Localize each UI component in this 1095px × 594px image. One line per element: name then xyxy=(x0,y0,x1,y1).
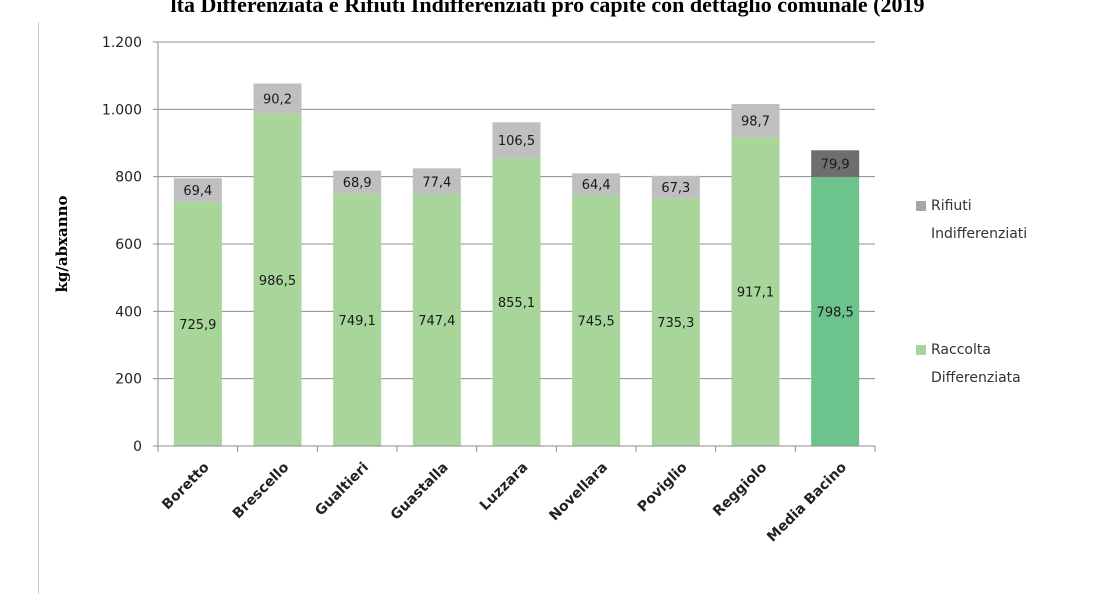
y-tick-label: 400 xyxy=(115,304,142,320)
bar-raccolta-differenziata xyxy=(492,158,541,446)
data-label-indifferenziati: 64,4 xyxy=(582,178,611,193)
data-label-differenziata: 917,1 xyxy=(737,286,774,301)
bar-raccolta-differenziata xyxy=(731,137,780,447)
x-tick-label: Reggiolo xyxy=(710,459,770,519)
y-tick-label: 0 xyxy=(133,439,142,455)
x-tick-label: Novellara xyxy=(546,460,611,525)
data-label-indifferenziati: 69,4 xyxy=(183,184,212,199)
bar-raccolta-differenziata xyxy=(572,195,621,446)
bar-rifiuti-indifferenziati xyxy=(412,168,461,195)
legend-label: Indifferenziati xyxy=(931,226,1027,242)
data-label-differenziata: 747,4 xyxy=(418,314,455,329)
data-label-indifferenziati: 90,2 xyxy=(263,93,292,108)
legend-swatch xyxy=(916,345,926,355)
legend-label: Raccolta xyxy=(931,342,991,358)
x-tick-label: Guastalla xyxy=(388,460,452,524)
bar-rifiuti-indifferenziati xyxy=(173,178,222,202)
y-tick-label: 800 xyxy=(115,170,142,186)
data-label-differenziata: 855,1 xyxy=(498,296,535,311)
data-label-indifferenziati: 67,3 xyxy=(661,181,690,196)
data-label-indifferenziati: 68,9 xyxy=(343,176,372,191)
bar-raccolta-differenziata xyxy=(651,198,700,446)
legend-label: Rifiuti xyxy=(931,198,972,214)
bar-rifiuti-indifferenziati xyxy=(811,150,860,178)
bar-rifiuti-indifferenziati xyxy=(333,170,382,194)
bar-raccolta-differenziata xyxy=(253,113,302,447)
chart-title: lta Differenziata e Rifiuti Indifferenzi… xyxy=(170,0,925,17)
data-label-indifferenziati: 79,9 xyxy=(821,158,850,173)
x-tick-label: Luzzara xyxy=(477,460,531,514)
legend-swatch xyxy=(916,201,926,211)
y-tick-label: 1.200 xyxy=(102,35,142,51)
chart-frame xyxy=(38,22,1095,594)
x-tick-label: Gualtieri xyxy=(312,460,372,520)
bar-rifiuti-indifferenziati xyxy=(651,175,700,199)
y-tick-label: 200 xyxy=(115,372,142,388)
data-label-differenziata: 798,5 xyxy=(817,306,854,321)
bar-rifiuti-indifferenziati xyxy=(253,83,302,114)
data-label-indifferenziati: 77,4 xyxy=(422,175,451,190)
x-tick-label: Brescello xyxy=(230,459,293,522)
bar-raccolta-differenziata xyxy=(173,201,222,446)
bar-rifiuti-indifferenziati xyxy=(492,122,541,159)
data-label-differenziata: 749,1 xyxy=(339,314,376,329)
data-label-indifferenziati: 106,5 xyxy=(498,134,535,149)
data-label-differenziata: 745,5 xyxy=(578,315,615,330)
data-label-differenziata: 725,9 xyxy=(179,318,216,333)
bar-rifiuti-indifferenziati xyxy=(572,173,621,196)
y-axis-title: kg/abxanno xyxy=(53,195,71,292)
bar-raccolta-differenziata xyxy=(333,193,382,446)
legend-label: Differenziata xyxy=(931,370,1021,386)
y-tick-label: 600 xyxy=(115,237,142,253)
y-tick-label: 1.000 xyxy=(102,102,142,118)
data-label-differenziata: 735,3 xyxy=(657,316,694,331)
bar-raccolta-differenziata xyxy=(811,177,860,446)
x-tick-label: Boretto xyxy=(159,459,213,513)
data-label-differenziata: 986,5 xyxy=(259,274,296,289)
x-tick-label: Media Bacino xyxy=(764,459,850,545)
bar-raccolta-differenziata xyxy=(412,194,461,446)
x-tick-label: Poviglio xyxy=(635,459,691,515)
bar-rifiuti-indifferenziati xyxy=(731,104,780,138)
data-label-indifferenziati: 98,7 xyxy=(741,115,770,130)
